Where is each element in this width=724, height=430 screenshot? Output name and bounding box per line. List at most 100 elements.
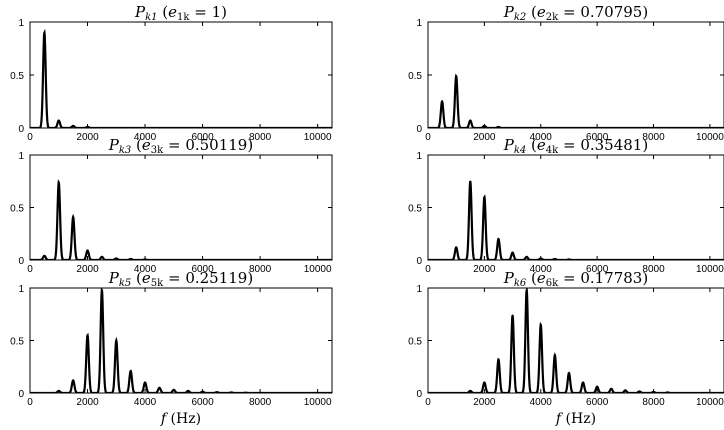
peak-point xyxy=(525,256,528,258)
peak-point xyxy=(652,391,655,393)
x-tick-label: 10000 xyxy=(304,264,332,275)
peak-point xyxy=(469,390,472,392)
x-tick-label: 0 xyxy=(425,264,431,275)
axes-frame xyxy=(427,287,724,394)
spectrum-line xyxy=(30,179,332,260)
subplot-title: Pk2 (e2k = 0.70795) xyxy=(503,3,648,23)
x-tick-label: 4000 xyxy=(134,264,157,275)
peak-point xyxy=(72,125,74,127)
peak-point xyxy=(173,389,175,391)
peak-point xyxy=(441,100,443,103)
peak-point xyxy=(129,370,132,372)
y-tick-label: 0 xyxy=(416,256,422,267)
x-tick-label: 10000 xyxy=(696,132,724,143)
subplot-title: Pk4 (e4k = 0.35481) xyxy=(503,136,648,156)
peak-point xyxy=(244,391,247,394)
y-tick-label: 0 xyxy=(18,124,24,135)
peak-point xyxy=(86,126,89,128)
x-tick-label: 2000 xyxy=(473,264,496,275)
peak-point xyxy=(115,257,118,260)
peak-point xyxy=(568,258,570,261)
x-tick-label: 8000 xyxy=(249,264,272,275)
peak-point xyxy=(511,314,514,317)
x-tick-label: 8000 xyxy=(642,397,665,408)
spectrum-line xyxy=(428,181,724,260)
x-tick-label: 4000 xyxy=(530,264,553,275)
peak-point xyxy=(129,258,132,260)
peak-point xyxy=(216,391,218,393)
peak-point xyxy=(497,126,500,128)
y-tick-label: 1 xyxy=(416,284,422,295)
peak-point xyxy=(497,238,500,240)
peak-point xyxy=(57,390,60,392)
axes-frame xyxy=(29,21,333,129)
y-tick-label: 0.5 xyxy=(408,337,422,348)
peak-point xyxy=(115,339,118,342)
x-tick-label: 0 xyxy=(27,264,33,275)
peak-point xyxy=(638,390,641,393)
peak-point xyxy=(72,216,74,218)
x-axis-label: f (Hz) xyxy=(555,411,596,427)
x-axis-label: f (Hz) xyxy=(160,411,201,427)
peak-point xyxy=(144,258,146,261)
subplot-1: 0 2000 4000 6000 8000 10000 0 0.5 1 Pk1 (e1k = 1) xyxy=(10,3,333,143)
peak-point xyxy=(101,289,103,291)
y-tick-label: 0.5 xyxy=(10,204,24,215)
x-tick-label: 4000 xyxy=(134,132,157,143)
y-tick-label: 1 xyxy=(18,18,24,29)
x-tick-label: 4000 xyxy=(530,397,553,408)
x-tick-label: 6000 xyxy=(191,132,214,143)
x-tick-label: 6000 xyxy=(586,132,609,143)
y-tick-label: 0.5 xyxy=(408,204,422,215)
peak-point xyxy=(57,119,60,122)
peak-point xyxy=(72,379,74,382)
peak-point xyxy=(187,390,189,392)
peak-point xyxy=(483,196,486,198)
peak-point xyxy=(86,249,89,252)
x-tick-label: 2000 xyxy=(76,264,99,275)
subplot-4: 0 2000 4000 6000 8000 10000 0 0.5 1 Pk4 (e4k = 0.… xyxy=(408,136,724,275)
subplot-title: Pk1 (e1k = 1) xyxy=(134,3,227,23)
y-tick-label: 1 xyxy=(18,284,24,295)
peak-point xyxy=(497,358,500,361)
peak-point xyxy=(469,119,472,122)
subplot-title: Pk5 (e5k = 0.25119) xyxy=(108,269,253,289)
peak-point xyxy=(86,334,89,337)
spectrum-line xyxy=(428,73,724,128)
x-tick-label: 2000 xyxy=(473,397,496,408)
y-tick-label: 0 xyxy=(416,124,422,135)
axes-frame xyxy=(29,287,333,394)
y-tick-label: 1 xyxy=(416,151,422,162)
peak-point xyxy=(101,256,103,258)
x-tick-label: 0 xyxy=(425,132,431,143)
y-tick-label: 0.5 xyxy=(408,71,422,82)
peak-point xyxy=(666,391,669,394)
y-tick-label: 0 xyxy=(18,389,24,400)
peak-point xyxy=(43,31,46,34)
x-tick-label: 10000 xyxy=(696,264,724,275)
peak-point xyxy=(483,381,486,384)
peak-point xyxy=(539,257,542,260)
peak-point xyxy=(539,323,542,326)
x-tick-label: 2000 xyxy=(473,132,496,143)
x-tick-label: 0 xyxy=(27,132,33,143)
spectrum-line xyxy=(30,28,332,128)
y-tick-label: 1 xyxy=(416,18,422,29)
y-tick-label: 0.5 xyxy=(10,337,24,348)
x-tick-label: 6000 xyxy=(586,264,609,275)
peak-point xyxy=(596,385,598,388)
peak-point xyxy=(554,354,556,357)
y-tick-label: 0 xyxy=(18,256,24,267)
y-tick-label: 0.5 xyxy=(10,71,24,82)
x-tick-label: 10000 xyxy=(696,397,724,408)
peak-point xyxy=(554,258,556,260)
x-tick-label: 0 xyxy=(425,397,431,408)
subplot-title: Pk6 (e6k = 0.17783) xyxy=(503,269,648,289)
peak-point xyxy=(57,181,60,184)
x-tick-label: 4000 xyxy=(134,397,157,408)
peak-point xyxy=(469,180,472,183)
subplot-2: 0 2000 4000 6000 8000 10000 0 0.5 1 Pk2 (e2k = 0.… xyxy=(408,3,724,143)
y-tick-label: 0 xyxy=(416,389,422,400)
x-tick-label: 2000 xyxy=(76,397,99,408)
